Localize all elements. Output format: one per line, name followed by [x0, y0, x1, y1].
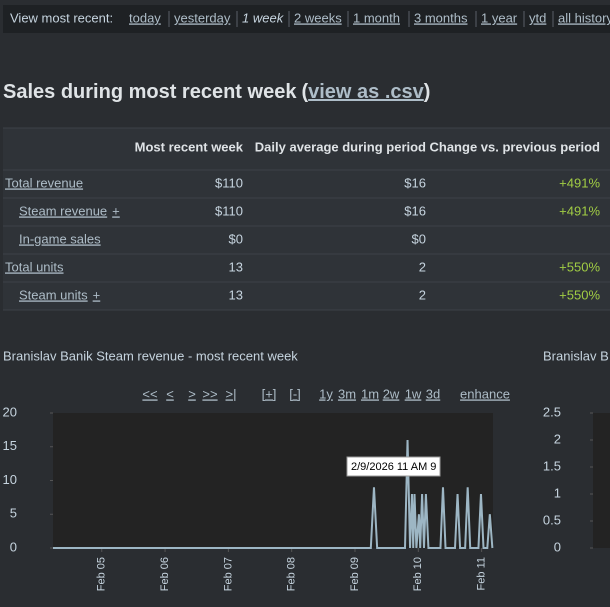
cell: $0 [229, 231, 243, 246]
chart-title: Branislav Banik Steam revenue - most rec… [3, 348, 298, 363]
heading-text: Sales during most recent week [3, 81, 297, 103]
nav-link[interactable]: yesterday [174, 10, 231, 25]
nav-link[interactable]: ytd [529, 10, 546, 25]
chart-control[interactable]: >| [226, 386, 237, 401]
cell: $0 [412, 231, 426, 246]
chart-control[interactable]: enhance [460, 386, 510, 401]
y-tick-label: 1.5 [543, 458, 561, 473]
x-tick-label: Feb 05 [96, 557, 108, 591]
chart-control[interactable]: << [142, 386, 157, 401]
row-label[interactable]: In-game sales [19, 231, 101, 246]
heading-paren: ( [301, 81, 308, 103]
column-header: Change vs. previous period [430, 139, 601, 154]
nav-bar [3, 5, 610, 33]
cell: $16 [404, 175, 426, 190]
row-label[interactable]: Steam units [19, 287, 88, 302]
cell: +491% [559, 175, 600, 190]
nav-link[interactable]: 1 year [481, 10, 518, 25]
nav-label: View most recent: [10, 10, 113, 25]
cell: $16 [404, 203, 426, 218]
csv-link[interactable]: view as .csv [308, 81, 425, 103]
nav-link[interactable]: today [129, 10, 161, 25]
chart-control[interactable]: >> [202, 386, 217, 401]
cell: 13 [229, 287, 243, 302]
chart-title: Branislav B [543, 348, 609, 363]
tooltip-box [346, 456, 441, 477]
row-label[interactable]: Total units [5, 259, 64, 274]
y-tick-label: 0.5 [543, 512, 561, 527]
y-tick-label: 2.5 [543, 404, 561, 419]
x-tick-label: Feb 08 [286, 557, 298, 591]
cell: $110 [215, 203, 243, 218]
y-tick-label: 10 [3, 472, 17, 487]
table-bg [3, 128, 610, 310]
chart-control[interactable]: [-] [289, 386, 301, 401]
chart-control[interactable]: 1y [319, 386, 333, 401]
chart-control[interactable]: 3m [338, 386, 356, 401]
x-tick-label: Feb 09 [349, 557, 361, 591]
nav-link[interactable]: 2 weeks [294, 10, 342, 25]
expand-toggle[interactable]: + [112, 203, 120, 218]
cell: 2 [419, 259, 426, 274]
heading-paren: ) [424, 81, 431, 103]
x-tick-label: Feb 07 [222, 557, 234, 591]
y-tick-label: 2 [554, 431, 561, 446]
x-tick-label: Feb 06 [159, 557, 171, 591]
cell: 2 [419, 287, 426, 302]
chart-control[interactable]: 1m [361, 386, 379, 401]
row-label[interactable]: Steam revenue [19, 203, 107, 218]
chart-control[interactable]: 3d [426, 386, 440, 401]
chart-control[interactable]: > [188, 386, 196, 401]
chart-control[interactable]: 1w [405, 386, 422, 401]
y-tick-label: 5 [10, 506, 17, 521]
nav-link[interactable]: 1 month [353, 10, 400, 25]
cell: 13 [229, 259, 243, 274]
y-tick-label: 0 [10, 539, 17, 554]
cell: $110 [215, 175, 243, 190]
cell: +550% [559, 287, 600, 302]
chart-control[interactable]: 2w [383, 386, 400, 401]
row-label[interactable]: Total revenue [5, 175, 83, 190]
heading: Sales during most recent week (view as .c… [3, 81, 430, 103]
y-tick-label: 15 [3, 438, 17, 453]
nav-link: 1 week [242, 10, 285, 25]
chart-control[interactable]: [+] [262, 386, 277, 401]
column-header: Daily average during period [255, 139, 426, 154]
expand-toggle[interactable]: + [93, 287, 101, 302]
y-tick-label: 1 [554, 485, 561, 500]
column-header: Most recent week [135, 139, 244, 154]
x-tick-label: Feb 10 [412, 557, 424, 591]
cell: +491% [559, 203, 600, 218]
tooltip-text: 2/9/2026 11 AM 9 [351, 461, 436, 473]
y-tick-label: 20 [3, 404, 17, 419]
chart-control[interactable]: < [166, 386, 174, 401]
nav-link[interactable]: 3 months [414, 10, 468, 25]
nav-link[interactable]: all history [558, 10, 610, 25]
cell: +550% [559, 259, 600, 274]
x-tick-label: Feb 11 [476, 557, 488, 590]
y-tick-label: 0 [554, 539, 561, 554]
plot-area-2 [593, 413, 610, 548]
